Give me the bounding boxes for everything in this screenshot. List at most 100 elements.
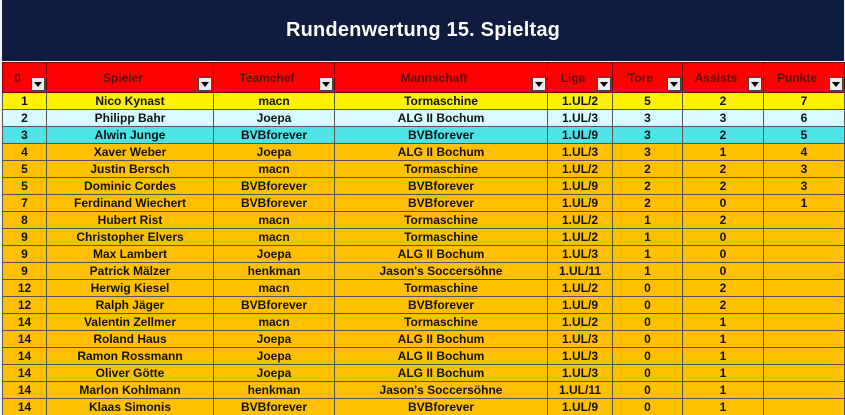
cell-punkte[interactable]: 7	[763, 92, 845, 110]
cell-teamchef[interactable]: BVBforever	[213, 177, 335, 195]
cell-liga[interactable]: 1.UL/2	[547, 160, 613, 178]
cell-punkte[interactable]	[763, 398, 845, 415]
cell-assists[interactable]: 2	[682, 279, 764, 297]
cell-liga[interactable]: 1.UL/9	[547, 296, 613, 314]
cell-spieler[interactable]: Valentin Zellmer	[46, 313, 214, 331]
cell-mannschaft[interactable]: ALG II Bochum	[334, 109, 548, 127]
cell-liga[interactable]: 1.UL/3	[547, 143, 613, 161]
cell-assists[interactable]: 2	[682, 92, 764, 110]
cell-punkte[interactable]	[763, 364, 845, 382]
cell-rank[interactable]: 8	[2, 211, 47, 229]
cell-mannschaft[interactable]: ALG II Bochum	[334, 347, 548, 365]
cell-teamchef[interactable]: BVBforever	[213, 194, 335, 212]
cell-teamchef[interactable]: Joepa	[213, 109, 335, 127]
cell-spieler[interactable]: Roland Haus	[46, 330, 214, 348]
cell-spieler[interactable]: Alwin Junge	[46, 126, 214, 144]
cell-mannschaft[interactable]: Tormaschine	[334, 313, 548, 331]
cell-spieler[interactable]: Herwig Kiesel	[46, 279, 214, 297]
cell-tore[interactable]: 0	[612, 364, 683, 382]
cell-tore[interactable]: 2	[612, 177, 683, 195]
cell-mannschaft[interactable]: Tormaschine	[334, 279, 548, 297]
cell-rank[interactable]: 14	[2, 313, 47, 331]
cell-rank[interactable]: 3	[2, 126, 47, 144]
cell-punkte[interactable]	[763, 262, 845, 280]
cell-tore[interactable]: 0	[612, 347, 683, 365]
cell-spieler[interactable]: Christopher Elvers	[46, 228, 214, 246]
cell-liga[interactable]: 1.UL/9	[547, 177, 613, 195]
cell-rank[interactable]: 9	[2, 262, 47, 280]
cell-spieler[interactable]: Justin Bersch	[46, 160, 214, 178]
cell-assists[interactable]: 3	[682, 109, 764, 127]
cell-assists[interactable]: 1	[682, 381, 764, 399]
cell-rank[interactable]: 2	[2, 109, 47, 127]
cell-assists[interactable]: 1	[682, 330, 764, 348]
cell-mannschaft[interactable]: BVBforever	[334, 398, 548, 415]
cell-tore[interactable]: 3	[612, 126, 683, 144]
cell-teamchef[interactable]: macn	[213, 160, 335, 178]
cell-mannschaft[interactable]: Tormaschine	[334, 160, 548, 178]
cell-rank[interactable]: 4	[2, 143, 47, 161]
cell-punkte[interactable]	[763, 245, 845, 263]
cell-mannschaft[interactable]: BVBforever	[334, 296, 548, 314]
cell-tore[interactable]: 2	[612, 194, 683, 212]
cell-assists[interactable]: 1	[682, 364, 764, 382]
cell-teamchef[interactable]: henkman	[213, 381, 335, 399]
cell-punkte[interactable]	[763, 347, 845, 365]
filter-button[interactable]	[597, 77, 611, 91]
cell-spieler[interactable]: Marlon Kohlmann	[46, 381, 214, 399]
cell-rank[interactable]: 9	[2, 228, 47, 246]
cell-tore[interactable]: 1	[612, 228, 683, 246]
cell-punkte[interactable]	[763, 228, 845, 246]
filter-button[interactable]	[829, 77, 843, 91]
cell-mannschaft[interactable]: Tormaschine	[334, 228, 548, 246]
cell-tore[interactable]: 3	[612, 143, 683, 161]
cell-tore[interactable]: 0	[612, 398, 683, 415]
cell-tore[interactable]: 5	[612, 92, 683, 110]
cell-rank[interactable]: 14	[2, 364, 47, 382]
cell-mannschaft[interactable]: BVBforever	[334, 126, 548, 144]
cell-punkte[interactable]	[763, 296, 845, 314]
cell-liga[interactable]: 1.UL/2	[547, 313, 613, 331]
cell-rank[interactable]: 5	[2, 160, 47, 178]
cell-mannschaft[interactable]: Tormaschine	[334, 92, 548, 110]
cell-spieler[interactable]: Nico Kynast	[46, 92, 214, 110]
cell-mannschaft[interactable]: Jason's Soccersöhne	[334, 262, 548, 280]
cell-assists[interactable]: 1	[682, 398, 764, 415]
cell-tore[interactable]: 1	[612, 211, 683, 229]
cell-punkte[interactable]: 4	[763, 143, 845, 161]
cell-spieler[interactable]: Hubert Rist	[46, 211, 214, 229]
cell-liga[interactable]: 1.UL/11	[547, 381, 613, 399]
cell-liga[interactable]: 1.UL/9	[547, 194, 613, 212]
cell-assists[interactable]: 0	[682, 262, 764, 280]
filter-button[interactable]	[532, 77, 546, 91]
cell-liga[interactable]: 1.UL/11	[547, 262, 613, 280]
cell-teamchef[interactable]: BVBforever	[213, 126, 335, 144]
cell-liga[interactable]: 1.UL/3	[547, 245, 613, 263]
cell-teamchef[interactable]: Joepa	[213, 364, 335, 382]
cell-punkte[interactable]: 1	[763, 194, 845, 212]
cell-assists[interactable]: 2	[682, 296, 764, 314]
cell-mannschaft[interactable]: ALG II Bochum	[334, 245, 548, 263]
cell-spieler[interactable]: Dominic Cordes	[46, 177, 214, 195]
cell-tore[interactable]: 3	[612, 109, 683, 127]
filter-button[interactable]	[667, 77, 681, 91]
cell-punkte[interactable]: 3	[763, 160, 845, 178]
cell-liga[interactable]: 1.UL/2	[547, 92, 613, 110]
cell-assists[interactable]: 0	[682, 194, 764, 212]
cell-rank[interactable]: 14	[2, 381, 47, 399]
cell-mannschaft[interactable]: Jason's Soccersöhne	[334, 381, 548, 399]
cell-rank[interactable]: 9	[2, 245, 47, 263]
cell-punkte[interactable]: 5	[763, 126, 845, 144]
cell-mannschaft[interactable]: ALG II Bochum	[334, 143, 548, 161]
cell-teamchef[interactable]: henkman	[213, 262, 335, 280]
cell-punkte[interactable]	[763, 211, 845, 229]
cell-tore[interactable]: 1	[612, 262, 683, 280]
cell-spieler[interactable]: Patrick Mälzer	[46, 262, 214, 280]
cell-spieler[interactable]: Klaas Simonis	[46, 398, 214, 415]
cell-tore[interactable]: 0	[612, 313, 683, 331]
cell-tore[interactable]: 0	[612, 279, 683, 297]
filter-button[interactable]	[198, 77, 212, 91]
cell-liga[interactable]: 1.UL/3	[547, 347, 613, 365]
cell-assists[interactable]: 1	[682, 313, 764, 331]
cell-tore[interactable]: 0	[612, 381, 683, 399]
